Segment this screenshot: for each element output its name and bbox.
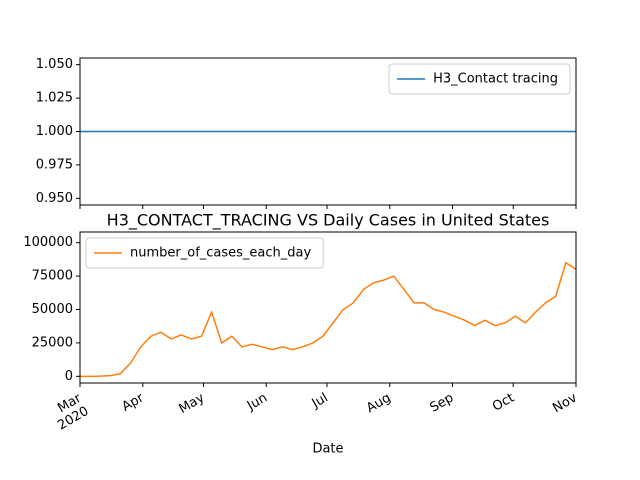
x-tick-label: Jun xyxy=(244,391,270,415)
chart-title: H3_CONTACT_TRACING VS Daily Cases in Uni… xyxy=(107,211,550,231)
y-tick-label: 0.975 xyxy=(36,157,73,172)
legend-label: H3_Contact tracing xyxy=(433,72,558,87)
legend: number_of_cases_each_day xyxy=(85,237,324,269)
plot-frame xyxy=(79,57,577,206)
y-tick-label: 1.050 xyxy=(36,57,73,72)
x-tick-label: Jul xyxy=(309,391,331,412)
x-tick-label: Oct xyxy=(490,391,517,415)
y-tick-label: 1.025 xyxy=(36,91,73,106)
x-axis-label: Date xyxy=(312,442,343,457)
legend-box xyxy=(85,237,324,269)
y-tick-label: 75000 xyxy=(32,269,73,284)
data-line xyxy=(80,261,577,378)
y-tick-label: 0.950 xyxy=(36,191,73,206)
legend: H3_Contact tracing xyxy=(388,63,571,95)
y-tick-label: 100000 xyxy=(23,235,73,250)
x-tick-label: Apr xyxy=(120,390,148,415)
plot-frame xyxy=(79,231,577,384)
x-tick-label: Aug xyxy=(364,391,393,417)
y-tick-label: 1.000 xyxy=(36,124,73,139)
x-tick-label: Nov xyxy=(550,390,580,416)
legend-box xyxy=(388,63,571,95)
y-tick-label: 25000 xyxy=(32,335,73,350)
x-tick-label: Mar2020 xyxy=(48,390,92,433)
legend-label: number_of_cases_each_day xyxy=(130,246,311,261)
y-tick-label: 0 xyxy=(65,369,73,384)
x-tick-label: Sep xyxy=(428,391,457,416)
y-tick-label: 50000 xyxy=(32,302,73,317)
x-tick-label: May xyxy=(176,390,207,417)
